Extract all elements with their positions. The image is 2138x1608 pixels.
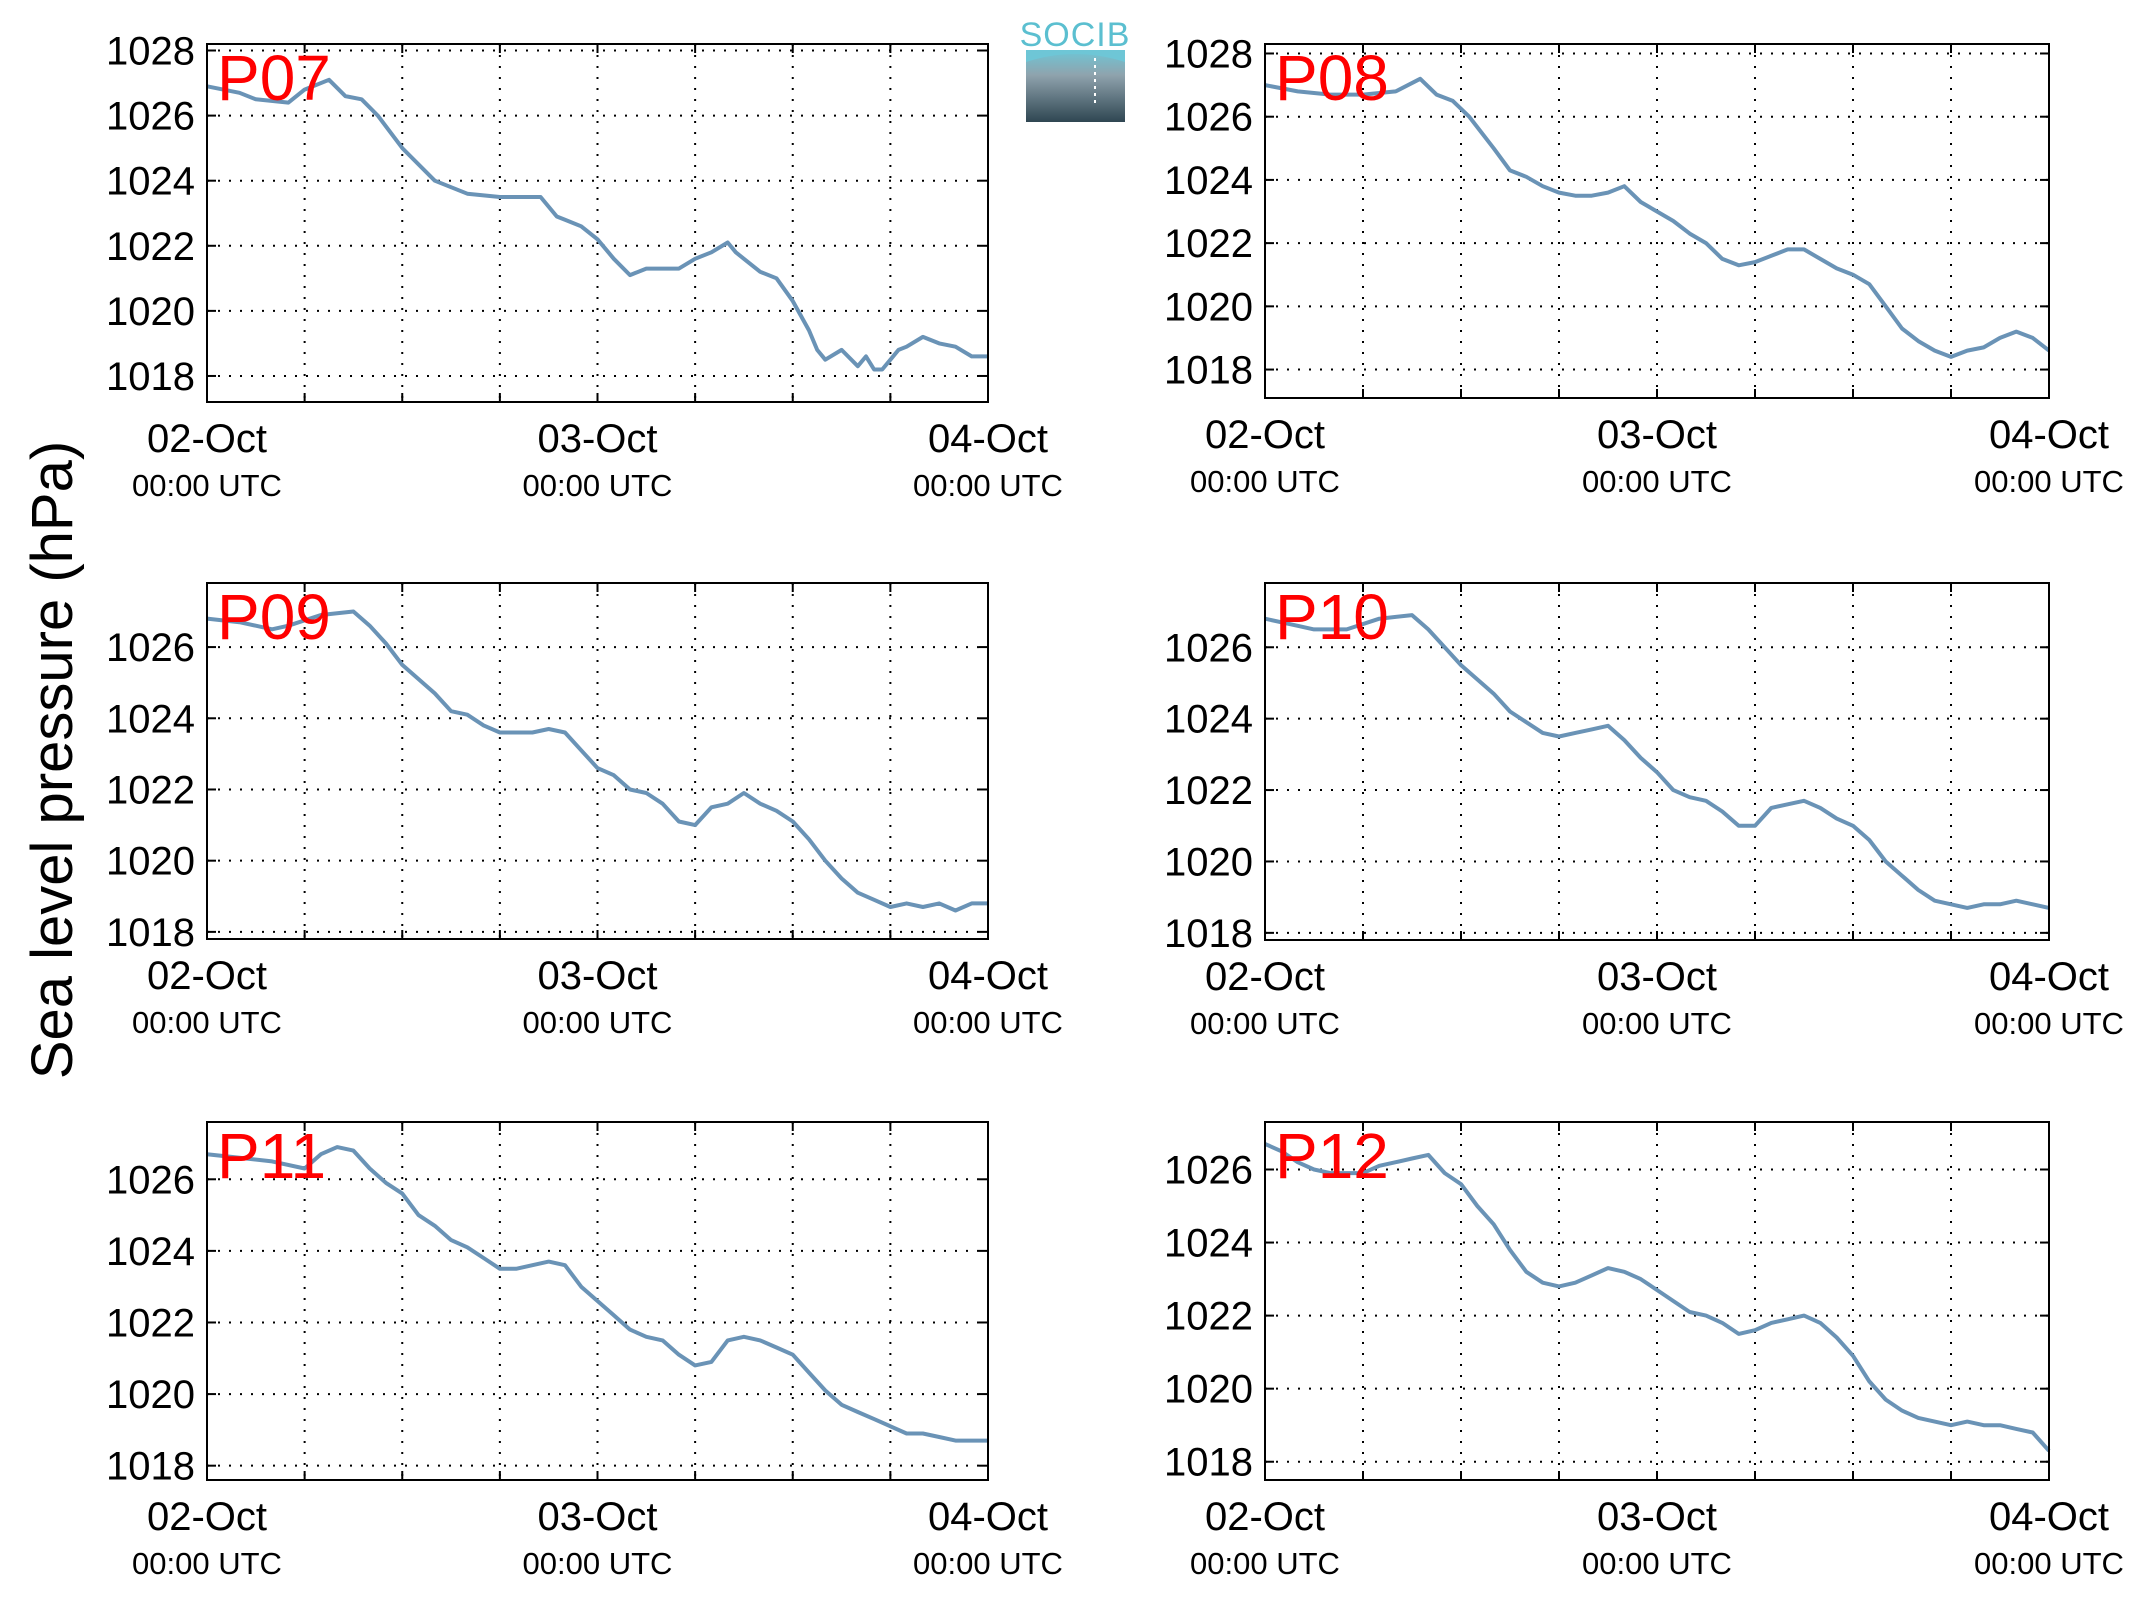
x-tick-label-time: 00:00 UTC (523, 1546, 673, 1581)
y-axis-label: Sea level pressure (hPa) (20, 441, 85, 1079)
x-tick-label-date: 02-Oct (147, 954, 267, 998)
y-tick-label: 1018 (106, 1445, 195, 1489)
chart-panel-p12: 1018 1020 1022 1024 1026 02-Oct 00:00 UTC 03-Oc… (1164, 1120, 2124, 1581)
series-line-p09 (206, 609, 988, 913)
chart-panel-p09: 1018 1020 1022 1024 1026 02-Oct 00:00 UTC 03-Oc… (106, 581, 1063, 1040)
y-tick-label: 1018 (1164, 912, 1253, 956)
plot-frame (1264, 1121, 2050, 1481)
series-line-p12 (1264, 1142, 2051, 1453)
y-tick-label: 1022 (106, 225, 195, 269)
x-tick-label-date: 03-Oct (537, 1495, 657, 1539)
x-tick-label-time: 00:00 UTC (523, 468, 673, 503)
x-tick-label-time: 00:00 UTC (1974, 1006, 2124, 1041)
x-tick-label-date: 04-Oct (928, 1495, 1048, 1539)
y-tick-label: 1026 (106, 1158, 195, 1202)
y-tick-label: 1026 (1164, 1148, 1253, 1192)
plot-frame (206, 582, 989, 940)
y-tick-label: 1020 (1164, 1368, 1253, 1412)
x-tick-label-time: 00:00 UTC (1582, 1546, 1732, 1581)
x-tick-label-time: 00:00 UTC (1582, 464, 1732, 499)
panel-title: P10 (1275, 581, 1389, 653)
chart-panel-p10: 1018 1020 1022 1024 1026 02-Oct 00:00 UTC 03-Oc… (1164, 581, 2124, 1041)
series-line-p11 (206, 1145, 988, 1443)
y-tick-label: 1024 (1164, 1222, 1253, 1266)
x-tick-label-date: 03-Oct (1597, 413, 1717, 457)
chart-panel-p11: 1018 1020 1022 1024 1026 02-Oct 00:00 UTC 03-Oc… (106, 1120, 1063, 1581)
x-tick-label-date: 02-Oct (1205, 1495, 1325, 1539)
x-tick-label-date: 03-Oct (537, 417, 657, 461)
x-tick-label-date: 04-Oct (928, 954, 1048, 998)
y-tick-label: 1022 (106, 768, 195, 812)
x-tick-label-time: 00:00 UTC (132, 468, 282, 503)
y-tick-label: 1018 (106, 911, 195, 955)
x-tick-label-time: 00:00 UTC (1582, 1006, 1732, 1041)
x-tick-label-date: 02-Oct (1205, 955, 1325, 999)
series-line-p10 (1264, 613, 2050, 910)
y-tick-label: 1022 (1164, 769, 1253, 813)
series-line-p07 (206, 77, 988, 372)
x-tick-label-time: 00:00 UTC (1190, 1546, 1340, 1581)
x-tick-label-date: 04-Oct (1989, 413, 2109, 457)
x-tick-label-time: 00:00 UTC (913, 1546, 1063, 1581)
x-tick-label-date: 03-Oct (1597, 955, 1717, 999)
x-tick-label-date: 03-Oct (537, 954, 657, 998)
y-tick-label: 1026 (106, 626, 195, 670)
x-tick-label-time: 00:00 UTC (1190, 1006, 1340, 1041)
y-tick-label: 1022 (106, 1301, 195, 1345)
x-tick-label-date: 02-Oct (1205, 413, 1325, 457)
y-tick-label: 1020 (106, 840, 195, 884)
y-tick-label: 1020 (106, 290, 195, 334)
y-tick-label: 1018 (1164, 1441, 1253, 1485)
x-tick-label-date: 04-Oct (928, 417, 1048, 461)
y-tick-label: 1020 (1164, 285, 1253, 329)
y-tick-label: 1018 (1164, 349, 1253, 393)
y-tick-label: 1024 (1164, 698, 1253, 742)
panel-title: P07 (217, 42, 331, 114)
y-tick-label: 1024 (106, 697, 195, 741)
y-tick-label: 1028 (1164, 32, 1253, 76)
x-tick-label-date: 04-Oct (1989, 955, 2109, 999)
chart-panel-p07: 1018 1020 1022 1024 1026 1028 02-Oct 00:00 UTC 0… (106, 30, 1063, 503)
plot-frame (206, 43, 989, 403)
socib-logo-text: SOCIB (1020, 16, 1131, 54)
panel-title: P08 (1275, 42, 1389, 114)
y-tick-label: 1020 (1164, 840, 1253, 884)
plot-frame (1264, 582, 2050, 941)
x-tick-label-time: 00:00 UTC (1974, 1546, 2124, 1581)
x-tick-label-time: 00:00 UTC (523, 1005, 673, 1040)
x-tick-label-time: 00:00 UTC (913, 468, 1063, 503)
x-tick-label-date: 02-Oct (147, 1495, 267, 1539)
chart-panel-p08: 1018 1020 1022 1024 1026 1028 02-Oct 00:00 UTC 0… (1164, 32, 2124, 499)
x-tick-label-time: 00:00 UTC (1190, 464, 1340, 499)
y-tick-label: 1024 (106, 160, 195, 204)
y-tick-label: 1026 (1164, 626, 1253, 670)
x-tick-label-time: 00:00 UTC (1974, 464, 2124, 499)
chart-panels: 1018 1020 1022 1024 1026 1028 02-Oct 00:00 UTC 0… (106, 30, 2124, 1581)
x-tick-label-date: 04-Oct (1989, 1495, 2109, 1539)
socib-logo: SOCIB (1020, 16, 1131, 122)
x-tick-label-time: 00:00 UTC (132, 1546, 282, 1581)
plot-frame (1264, 43, 2050, 399)
y-tick-label: 1024 (1164, 159, 1253, 203)
y-tick-label: 1022 (1164, 222, 1253, 266)
y-tick-label: 1024 (106, 1230, 195, 1274)
x-tick-label-time: 00:00 UTC (913, 1005, 1063, 1040)
y-tick-label: 1022 (1164, 1295, 1253, 1339)
y-tick-label: 1026 (106, 95, 195, 139)
panel-title: P12 (1275, 1120, 1389, 1192)
x-tick-label-date: 03-Oct (1597, 1495, 1717, 1539)
y-tick-label: 1026 (1164, 96, 1253, 140)
y-tick-label: 1028 (106, 30, 195, 74)
x-tick-label-date: 02-Oct (147, 417, 267, 461)
y-tick-label: 1018 (106, 355, 195, 399)
panel-title: P11 (217, 1120, 326, 1192)
plot-frame (206, 1121, 989, 1481)
x-tick-label-time: 00:00 UTC (132, 1005, 282, 1040)
series-line-p08 (1264, 76, 2051, 359)
panel-title: P09 (217, 581, 331, 653)
y-tick-label: 1020 (106, 1373, 195, 1417)
